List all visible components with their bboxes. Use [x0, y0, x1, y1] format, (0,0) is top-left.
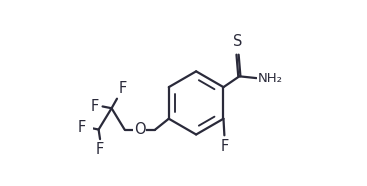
- Text: F: F: [220, 139, 229, 154]
- Text: O: O: [134, 122, 146, 137]
- Text: F: F: [78, 120, 86, 135]
- Text: F: F: [91, 99, 99, 114]
- Text: F: F: [119, 81, 127, 96]
- Text: F: F: [96, 142, 104, 157]
- Text: S: S: [233, 34, 242, 49]
- Text: NH₂: NH₂: [257, 72, 282, 85]
